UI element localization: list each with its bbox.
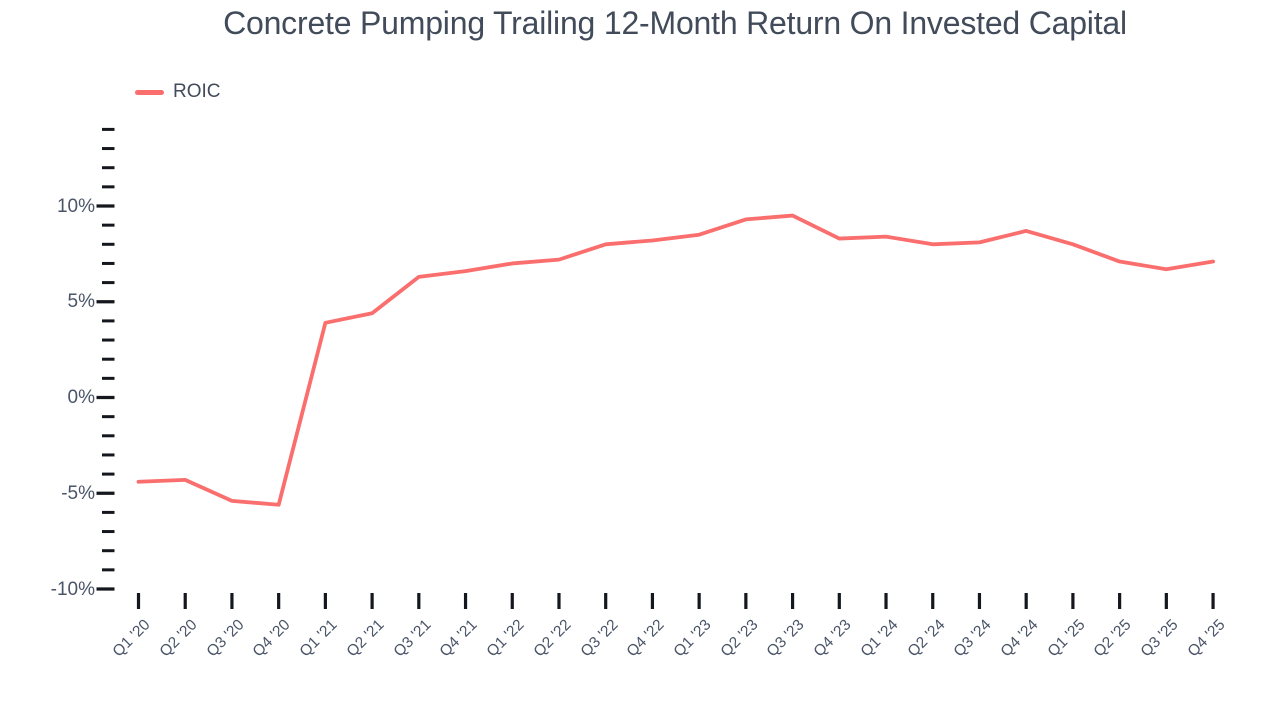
y-axis-label: -5% — [61, 482, 95, 504]
chart-title: Concrete Pumping Trailing 12-Month Retur… — [223, 5, 1127, 41]
roic-legend-swatch — [135, 89, 164, 95]
y-axis-label: 5% — [67, 291, 95, 313]
y-axis-label: -10% — [50, 578, 95, 600]
roic-line — [136, 213, 1215, 507]
legend: ROIC — [135, 81, 221, 103]
y-axis-label: 10% — [56, 195, 95, 217]
y-axis-label: 0% — [67, 387, 95, 408]
roic-legend-label: ROIC — [173, 81, 221, 102]
